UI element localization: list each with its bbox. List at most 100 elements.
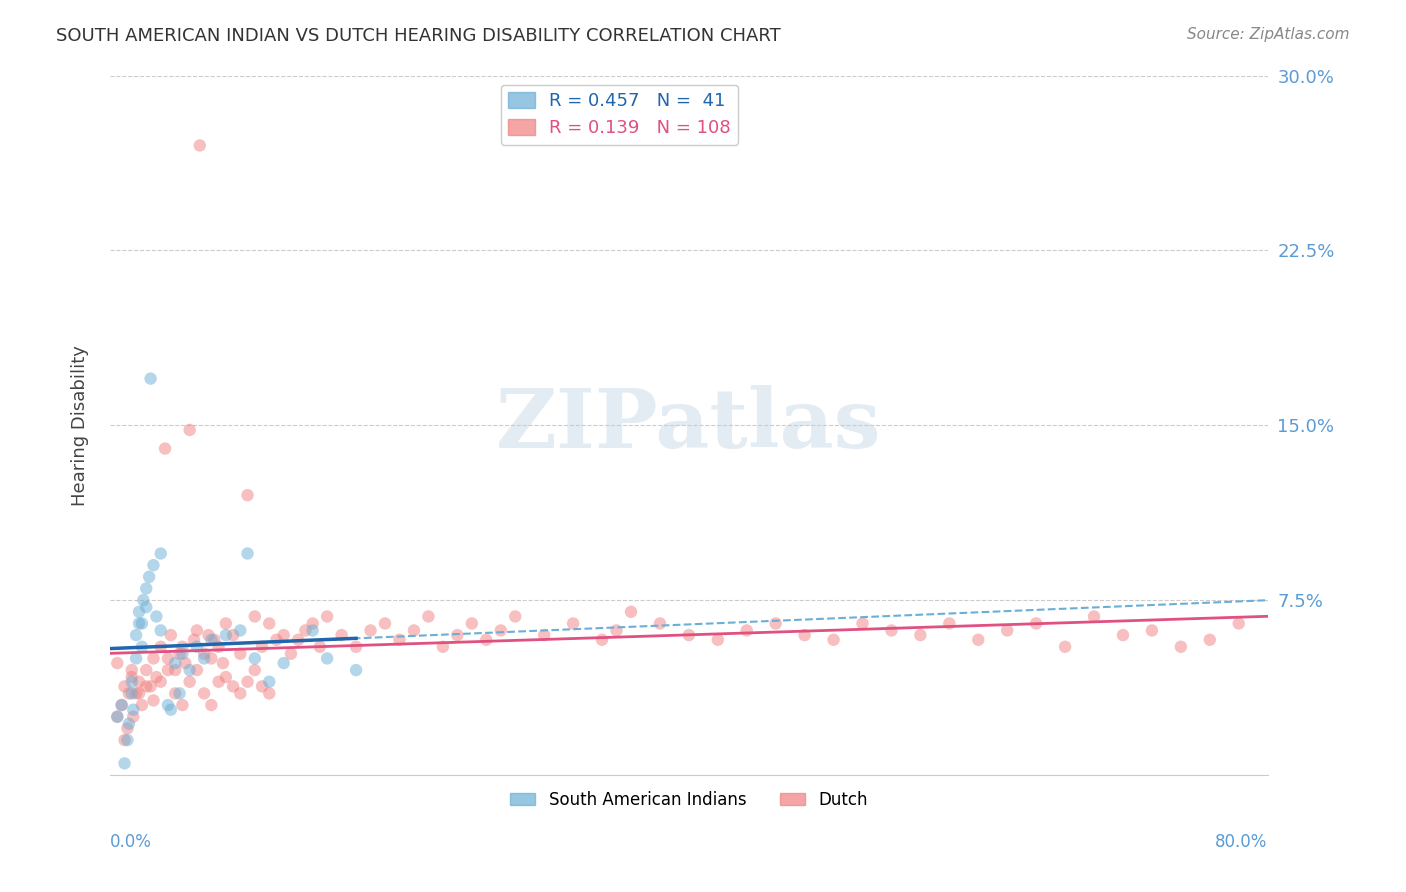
Point bbox=[138, 570, 160, 584]
Point bbox=[851, 616, 873, 631]
Point bbox=[186, 663, 208, 677]
Point bbox=[374, 616, 396, 631]
Point bbox=[188, 138, 211, 153]
Point bbox=[605, 624, 627, 638]
Point bbox=[678, 628, 700, 642]
Point bbox=[169, 686, 191, 700]
Point bbox=[243, 663, 266, 677]
Text: Source: ZipAtlas.com: Source: ZipAtlas.com bbox=[1187, 27, 1350, 42]
Point bbox=[360, 624, 382, 638]
Point bbox=[183, 632, 205, 647]
Text: 0.0%: 0.0% bbox=[110, 833, 152, 851]
Point bbox=[172, 647, 194, 661]
Point bbox=[121, 663, 143, 677]
Point bbox=[117, 722, 139, 736]
Point bbox=[489, 624, 512, 638]
Point bbox=[135, 600, 157, 615]
Point bbox=[823, 632, 845, 647]
Point bbox=[139, 371, 162, 385]
Point bbox=[250, 640, 273, 654]
Point bbox=[125, 686, 148, 700]
Point bbox=[165, 663, 187, 677]
Point bbox=[880, 624, 903, 638]
Text: SOUTH AMERICAN INDIAN VS DUTCH HEARING DISABILITY CORRELATION CHART: SOUTH AMERICAN INDIAN VS DUTCH HEARING D… bbox=[56, 27, 780, 45]
Point bbox=[125, 651, 148, 665]
Point bbox=[117, 733, 139, 747]
Point bbox=[156, 663, 179, 677]
Point bbox=[139, 680, 162, 694]
Point bbox=[179, 663, 201, 677]
Point bbox=[236, 547, 259, 561]
Point bbox=[121, 674, 143, 689]
Point bbox=[229, 686, 252, 700]
Point bbox=[111, 698, 134, 712]
Point bbox=[344, 663, 367, 677]
Point bbox=[280, 647, 302, 661]
Point bbox=[591, 632, 613, 647]
Point bbox=[301, 616, 323, 631]
Point bbox=[229, 624, 252, 638]
Point bbox=[135, 582, 157, 596]
Point bbox=[169, 647, 191, 661]
Point bbox=[179, 423, 201, 437]
Point bbox=[200, 632, 222, 647]
Point bbox=[243, 609, 266, 624]
Point bbox=[229, 647, 252, 661]
Point bbox=[114, 733, 136, 747]
Point bbox=[316, 651, 339, 665]
Point bbox=[105, 709, 128, 723]
Point bbox=[215, 616, 238, 631]
Point bbox=[149, 547, 172, 561]
Point bbox=[257, 616, 280, 631]
Point bbox=[114, 756, 136, 771]
Point bbox=[222, 680, 245, 694]
Point bbox=[388, 632, 411, 647]
Point bbox=[179, 674, 201, 689]
Point bbox=[118, 686, 141, 700]
Point bbox=[197, 628, 219, 642]
Point bbox=[967, 632, 990, 647]
Point bbox=[122, 703, 145, 717]
Point bbox=[149, 640, 172, 654]
Point bbox=[215, 670, 238, 684]
Point bbox=[160, 628, 183, 642]
Point bbox=[533, 628, 555, 642]
Text: 80.0%: 80.0% bbox=[1215, 833, 1268, 851]
Point bbox=[257, 674, 280, 689]
Point bbox=[165, 656, 187, 670]
Point bbox=[131, 698, 153, 712]
Point bbox=[765, 616, 787, 631]
Point bbox=[257, 686, 280, 700]
Point bbox=[910, 628, 932, 642]
Point bbox=[172, 698, 194, 712]
Point bbox=[735, 624, 758, 638]
Point bbox=[135, 663, 157, 677]
Point bbox=[193, 686, 215, 700]
Point bbox=[193, 651, 215, 665]
Point bbox=[1112, 628, 1135, 642]
Point bbox=[125, 628, 148, 642]
Point bbox=[212, 656, 235, 670]
Legend: South American Indians, Dutch: South American Indians, Dutch bbox=[503, 784, 875, 815]
Point bbox=[562, 616, 585, 631]
Point bbox=[135, 680, 157, 694]
Point bbox=[172, 640, 194, 654]
Point bbox=[193, 647, 215, 661]
Point bbox=[294, 624, 316, 638]
Point bbox=[186, 624, 208, 638]
Point bbox=[186, 640, 208, 654]
Point bbox=[330, 628, 353, 642]
Point bbox=[142, 558, 165, 573]
Point bbox=[156, 651, 179, 665]
Point bbox=[344, 640, 367, 654]
Point bbox=[1140, 624, 1163, 638]
Point bbox=[1227, 616, 1250, 631]
Point bbox=[620, 605, 643, 619]
Point bbox=[503, 609, 526, 624]
Point bbox=[121, 686, 143, 700]
Point bbox=[118, 716, 141, 731]
Point bbox=[432, 640, 454, 654]
Point bbox=[266, 632, 288, 647]
Text: ZIPatlas: ZIPatlas bbox=[496, 385, 882, 466]
Point bbox=[793, 628, 815, 642]
